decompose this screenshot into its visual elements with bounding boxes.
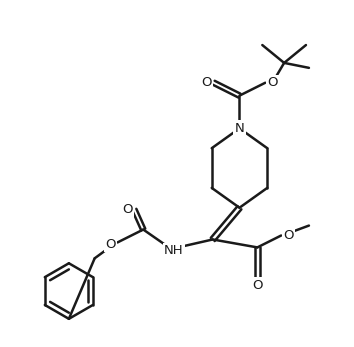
Text: O: O (267, 76, 278, 89)
Text: O: O (122, 203, 133, 216)
Text: NH: NH (164, 244, 184, 257)
Text: O: O (105, 238, 116, 251)
Text: O: O (252, 279, 263, 291)
Text: O: O (201, 76, 212, 89)
Text: O: O (283, 229, 293, 242)
Text: N: N (235, 122, 244, 135)
